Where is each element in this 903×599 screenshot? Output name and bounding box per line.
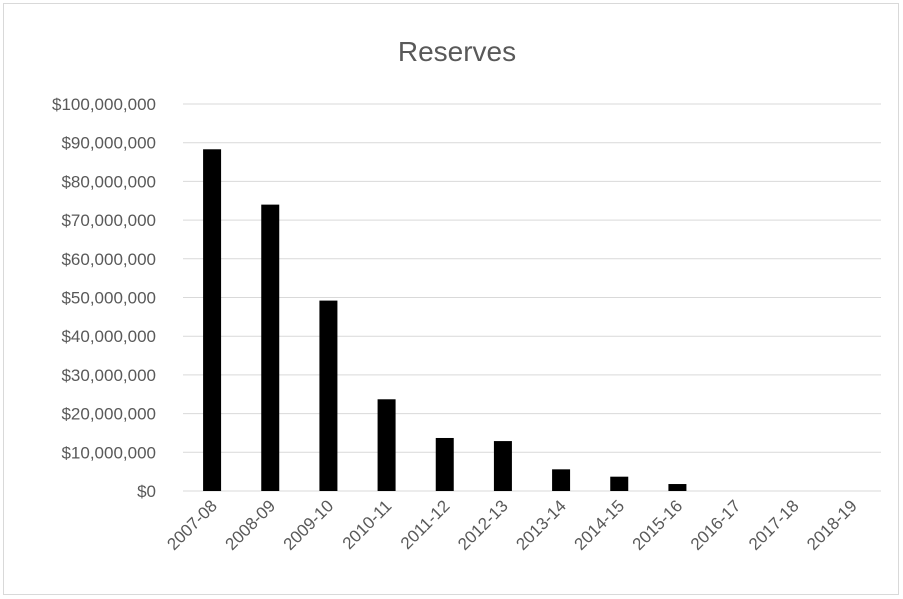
x-tick-label: 2018-19 — [803, 496, 861, 554]
y-axis-ticks: $0 $10,000,000 $20,000,000 $30,000,000 $40,0… — [52, 95, 156, 501]
y-tick-label: $60,000,000 — [61, 250, 156, 269]
x-tick-label: 2014-15 — [571, 496, 629, 554]
y-tick-label: $30,000,000 — [61, 366, 156, 385]
y-tick-label: $0 — [137, 482, 156, 501]
x-tick-label: 2009-10 — [280, 496, 338, 554]
gridlines — [183, 103, 881, 492]
bar — [203, 149, 222, 492]
bar — [435, 437, 454, 491]
x-tick-label: 2012-13 — [454, 496, 512, 554]
bar — [319, 300, 338, 491]
x-axis-ticks: 2007-08 2008-09 2009-10 2010-11 2011-12 2012-… — [163, 496, 860, 554]
y-tick-label: $90,000,000 — [61, 134, 156, 153]
x-tick-label: 2015-16 — [629, 496, 687, 554]
bar — [261, 204, 280, 491]
bar — [610, 476, 629, 491]
y-tick-label: $40,000,000 — [61, 327, 156, 346]
bars — [203, 149, 687, 492]
x-tick-label: 2011-12 — [397, 496, 454, 553]
bar — [493, 441, 512, 491]
y-tick-label: $50,000,000 — [61, 289, 156, 308]
y-tick-label: $10,000,000 — [61, 443, 156, 462]
x-tick-label: 2010-11 — [339, 496, 396, 553]
chart-frame — [3, 3, 899, 595]
y-tick-label: $100,000,000 — [52, 95, 156, 114]
bar — [377, 399, 396, 491]
bar — [668, 484, 687, 491]
x-tick-label: 2016-17 — [687, 496, 745, 554]
x-tick-label: 2008-09 — [222, 496, 280, 554]
y-tick-label: $80,000,000 — [61, 172, 156, 191]
x-tick-label: 2007-08 — [163, 496, 221, 554]
chart-title: Reserves — [398, 36, 516, 67]
bar — [552, 469, 571, 491]
x-tick-label: 2013-14 — [512, 496, 570, 554]
y-tick-label: $20,000,000 — [61, 405, 156, 424]
y-tick-label: $70,000,000 — [61, 211, 156, 230]
x-tick-label: 2017-18 — [745, 496, 803, 554]
